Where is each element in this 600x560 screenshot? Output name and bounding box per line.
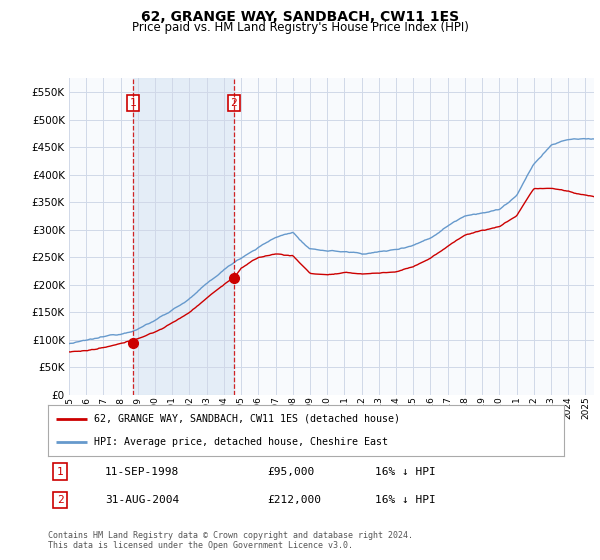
Text: £212,000: £212,000 — [267, 495, 321, 505]
Text: 2: 2 — [56, 495, 64, 505]
Text: 1: 1 — [56, 466, 64, 477]
Text: 2: 2 — [230, 98, 238, 108]
Text: 31-AUG-2004: 31-AUG-2004 — [105, 495, 179, 505]
Bar — [133, 78, 234, 395]
Text: 16% ↓ HPI: 16% ↓ HPI — [375, 495, 436, 505]
Text: Contains HM Land Registry data © Crown copyright and database right 2024.
This d: Contains HM Land Registry data © Crown c… — [48, 531, 413, 550]
Text: £95,000: £95,000 — [267, 466, 314, 477]
Text: 16% ↓ HPI: 16% ↓ HPI — [375, 466, 436, 477]
Text: Price paid vs. HM Land Registry's House Price Index (HPI): Price paid vs. HM Land Registry's House … — [131, 21, 469, 34]
Text: 62, GRANGE WAY, SANDBACH, CW11 1ES: 62, GRANGE WAY, SANDBACH, CW11 1ES — [141, 10, 459, 24]
Text: 11-SEP-1998: 11-SEP-1998 — [105, 466, 179, 477]
Text: HPI: Average price, detached house, Cheshire East: HPI: Average price, detached house, Ches… — [94, 437, 388, 447]
Text: 62, GRANGE WAY, SANDBACH, CW11 1ES (detached house): 62, GRANGE WAY, SANDBACH, CW11 1ES (deta… — [94, 414, 400, 424]
Text: 1: 1 — [130, 98, 136, 108]
